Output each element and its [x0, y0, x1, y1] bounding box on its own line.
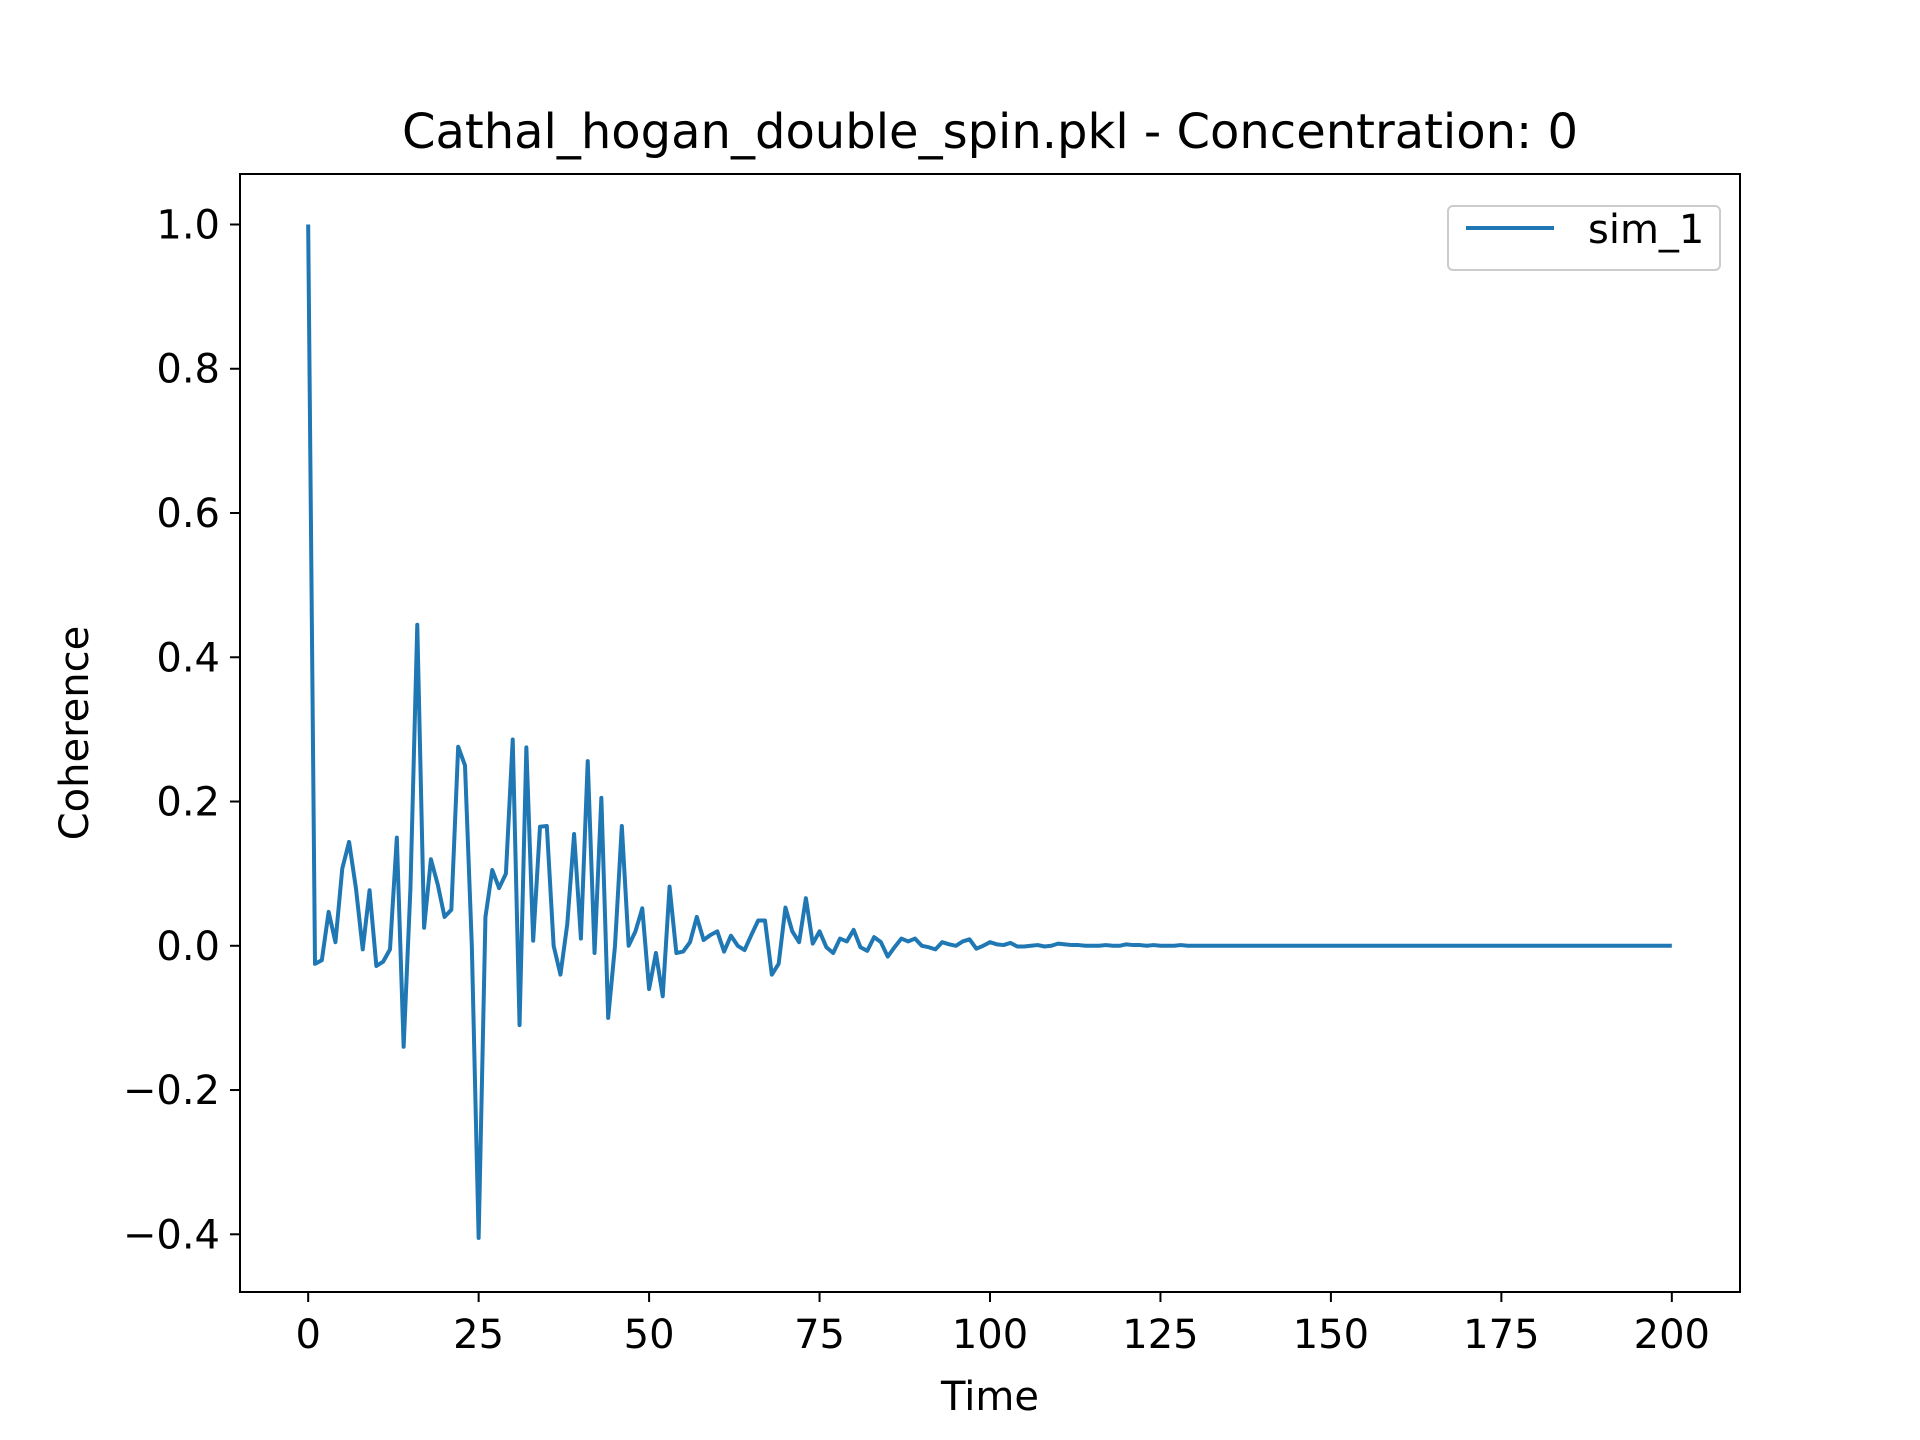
x-tick-label: 175 — [1463, 1312, 1539, 1358]
x-tick-label: 75 — [794, 1312, 845, 1358]
x-tick-label: 50 — [624, 1312, 675, 1358]
y-tick-label: 1.0 — [156, 202, 220, 248]
x-tick-label: 200 — [1634, 1312, 1710, 1358]
x-axis-ticks: 0 25 50 75 100 125 150 175 200 — [295, 1292, 1710, 1358]
y-tick-label: 0.6 — [156, 491, 220, 537]
series-line-sim-1 — [306, 224, 1672, 1240]
y-tick-label: 0.4 — [156, 635, 220, 681]
x-tick-label: 150 — [1293, 1312, 1369, 1358]
y-axis-label: Coherence — [52, 626, 98, 841]
plot-area — [306, 224, 1672, 1240]
legend-label-sim-1: sim_1 — [1588, 207, 1704, 253]
y-tick-label: −0.4 — [123, 1212, 220, 1258]
legend: sim_1 — [1447, 205, 1721, 271]
y-axis-ticks: −0.4 −0.2 0.0 0.2 0.4 0.6 0.8 1.0 — [123, 202, 240, 1258]
y-tick-label: 0.8 — [156, 347, 220, 393]
x-tick-label: 25 — [453, 1312, 504, 1358]
chart-title: Cathal_hogan_double_spin.pkl - Concentra… — [402, 104, 1578, 160]
x-tick-label: 125 — [1122, 1312, 1198, 1358]
x-axis-label: Time — [940, 1374, 1039, 1420]
y-tick-label: 0.2 — [156, 780, 220, 826]
x-tick-label: 0 — [295, 1312, 320, 1358]
y-tick-label: 0.0 — [156, 924, 220, 970]
y-tick-label: −0.2 — [123, 1068, 220, 1114]
x-tick-label: 100 — [952, 1312, 1028, 1358]
legend-box — [1447, 205, 1721, 271]
